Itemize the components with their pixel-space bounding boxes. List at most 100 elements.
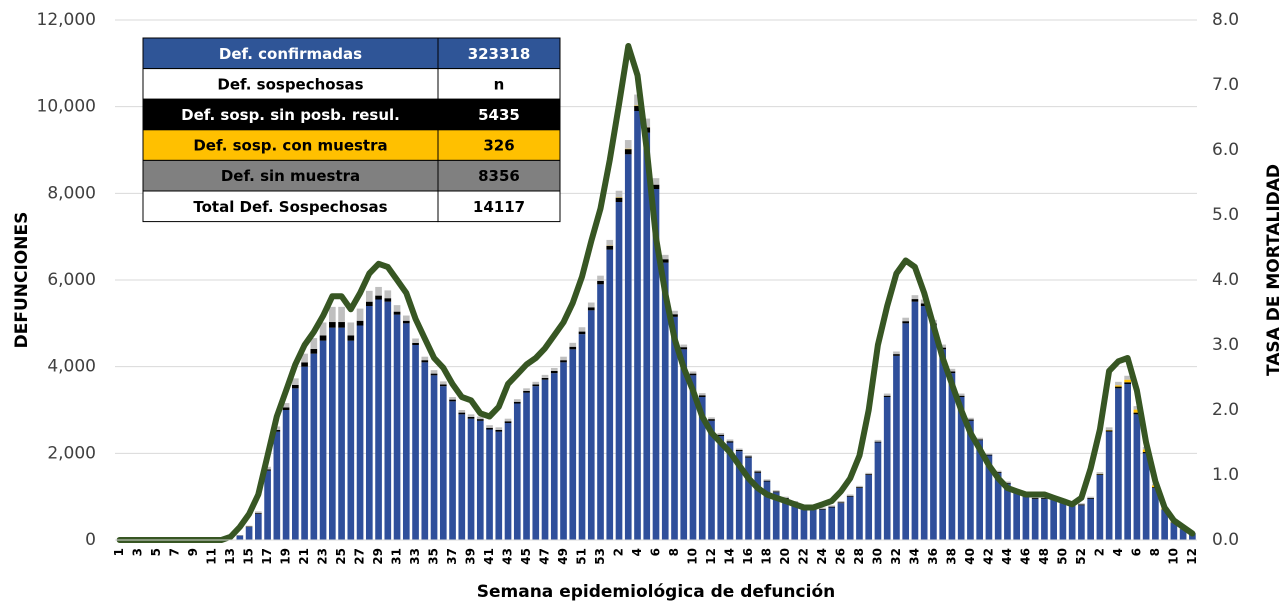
bar-segment (837, 503, 845, 540)
bar-segment (957, 395, 965, 397)
bar-segment (273, 429, 281, 432)
table-value: n (494, 75, 505, 93)
x-tick-label: 22 (796, 548, 810, 565)
bar-segment (967, 417, 974, 420)
bar-segment (846, 495, 854, 497)
table-cell (142, 37, 439, 70)
bar-segment (994, 471, 1002, 473)
bar-segment (643, 118, 651, 128)
bar-segment (763, 480, 771, 482)
bar-segment (587, 310, 595, 540)
bar-segment (865, 475, 873, 540)
bar-segment (1115, 381, 1122, 386)
bar-segment (523, 390, 530, 393)
bar-segment (1170, 522, 1178, 540)
bar-segment (634, 111, 641, 540)
bar-segment (643, 132, 651, 540)
bar-segment (698, 395, 706, 397)
x-tick-label: 6 (1129, 548, 1143, 556)
bar-segment (772, 492, 780, 540)
bar-segment (1124, 384, 1131, 540)
bar-segment (717, 436, 725, 540)
bar-segment (1059, 501, 1067, 540)
bar-segment (338, 306, 345, 323)
bar-segment (883, 397, 891, 540)
bar-segment (578, 331, 586, 335)
x-tick-label: 16 (741, 548, 755, 565)
bar-segment (486, 425, 493, 428)
table-cell (437, 190, 561, 223)
bar-segment (578, 334, 586, 540)
bar-segment (1105, 427, 1113, 430)
bar-segment (541, 379, 549, 540)
bar-segment (846, 494, 854, 496)
table-label: Def. sosp. sin posb. resul. (181, 106, 400, 124)
bar-segment (902, 321, 910, 324)
bar-segment (421, 360, 429, 363)
bar-segment (292, 388, 299, 540)
bar-segment (476, 416, 484, 420)
bar-segment (412, 342, 419, 345)
table-cell (437, 37, 561, 70)
bar-segment (384, 290, 392, 299)
bar-segment (930, 325, 937, 540)
y2-tick-label: 4.0 (1212, 270, 1239, 290)
y2-tick-label: 2.0 (1212, 400, 1239, 420)
bar-segment (319, 340, 327, 540)
bar-segment (624, 149, 632, 155)
bar-segment (393, 311, 401, 315)
bar-segment (615, 197, 623, 202)
bar-segment (615, 202, 623, 540)
bar-segment (874, 439, 882, 442)
bar-segment (1115, 386, 1122, 389)
bar-segment (883, 395, 891, 397)
x-tick-label: 53 (593, 548, 607, 565)
bar-segment (1133, 406, 1141, 410)
bar-segment (846, 496, 854, 540)
bar-segment (902, 323, 910, 540)
bar-segment (911, 299, 919, 302)
x-tick-label: 26 (833, 548, 847, 565)
bar-segment (310, 353, 318, 540)
x-tick-label: 25 (334, 548, 348, 565)
x-tick-label: 37 (445, 548, 459, 565)
bar-segment (273, 431, 281, 540)
bar-segment (439, 384, 447, 387)
x-tick-label: 47 (538, 548, 552, 565)
table-cell (142, 98, 439, 131)
bar-segment (328, 322, 336, 328)
bar-segment (402, 315, 410, 321)
bar-segment (347, 335, 355, 341)
bar-segment (597, 284, 604, 540)
bar-segment (569, 346, 577, 350)
table-value: 5435 (478, 106, 520, 124)
bar-segment (467, 418, 475, 540)
bar-segment (513, 403, 521, 540)
bar-segment (735, 451, 743, 540)
bar-segment (467, 416, 475, 419)
bar-segment (1050, 498, 1057, 540)
table-cell (142, 68, 439, 100)
bar-segment (782, 496, 789, 498)
bar-segment (1152, 488, 1159, 540)
bar-segment (754, 471, 762, 473)
x-tick-label: 12 (1185, 548, 1199, 565)
y2-tick-label: 3.0 (1212, 335, 1239, 355)
bar-segment (255, 511, 262, 514)
bar-segment (745, 455, 752, 457)
x-tick-label: 10 (685, 548, 699, 565)
x-tick-label: 12 (704, 548, 718, 565)
bar-segment (661, 254, 669, 260)
bar-segment (689, 373, 697, 376)
bar-segment (1133, 409, 1141, 413)
x-axis-title: Semana epidemiológica de defunción (477, 582, 835, 602)
bar-segment (1004, 481, 1011, 483)
bar-segment (763, 481, 771, 540)
bar-segment (458, 410, 466, 413)
bar-segment (439, 381, 447, 385)
x-tick-label: 31 (390, 548, 404, 565)
table-value: 14117 (473, 198, 525, 216)
table-cell (437, 129, 561, 161)
bar-segment (292, 384, 299, 389)
x-tick-label: 45 (519, 548, 533, 565)
